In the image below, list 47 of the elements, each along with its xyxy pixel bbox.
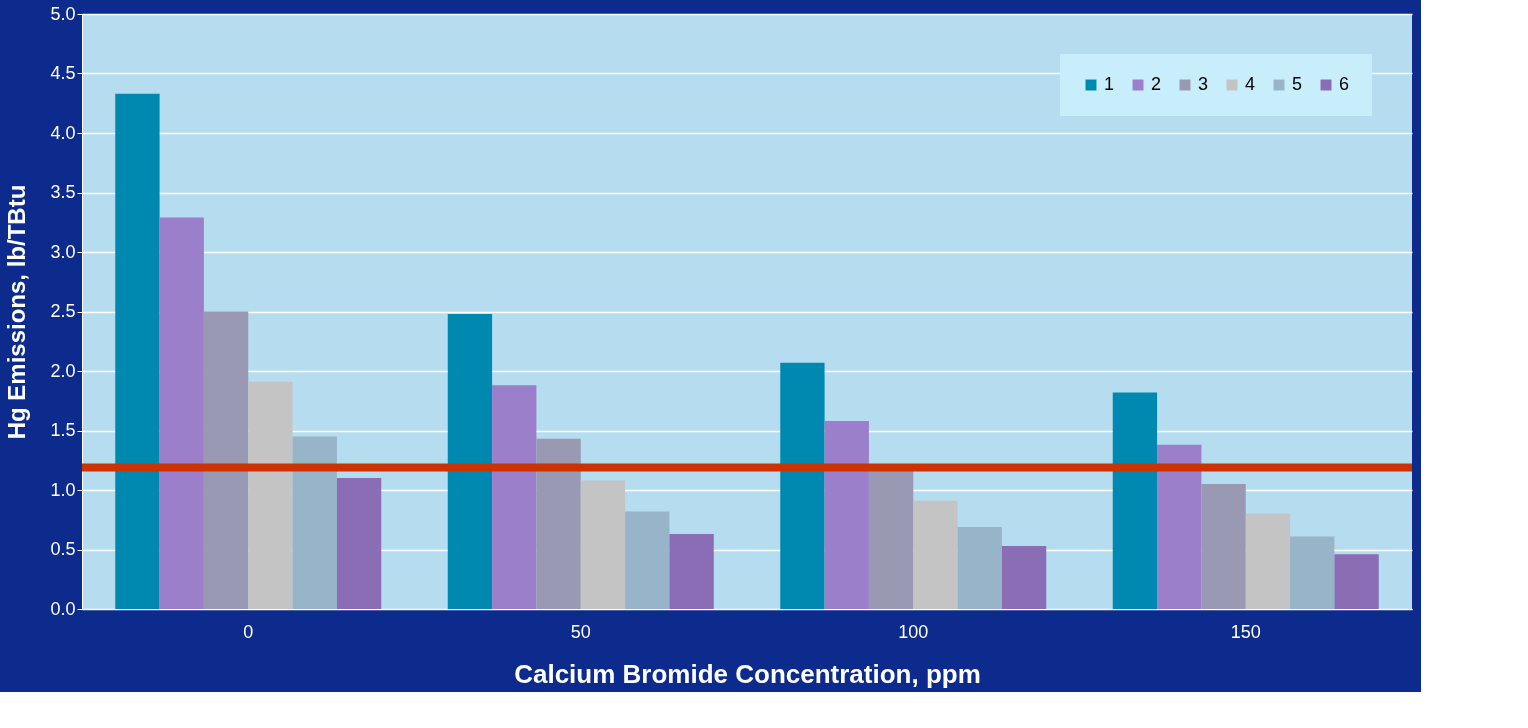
x-tick-label: 50	[570, 621, 591, 642]
bar	[868, 470, 914, 609]
legend-label: 6	[1339, 74, 1350, 94]
bar	[336, 478, 382, 609]
y-axis-title: Hg Emissions, lb/TBtu	[3, 184, 31, 440]
bar	[780, 362, 825, 609]
bar	[1201, 484, 1246, 609]
legend-label: 3	[1198, 74, 1209, 94]
bar	[492, 385, 537, 609]
y-tick-label: 1.0	[50, 479, 76, 500]
y-tick-label: 4.5	[50, 63, 76, 83]
bar	[248, 381, 293, 609]
legend-label: 5	[1292, 74, 1303, 94]
bar	[1157, 444, 1202, 609]
bar	[1290, 536, 1335, 609]
bar	[913, 500, 958, 609]
bar	[1001, 545, 1047, 609]
x-tick-label: 0	[243, 621, 254, 642]
bar	[580, 480, 626, 609]
bar	[824, 420, 869, 609]
y-tick-label: 0.5	[50, 539, 76, 559]
bar	[1334, 554, 1379, 609]
x-axis-title: Calcium Bromide Concentration, ppm	[514, 658, 981, 689]
bar	[1112, 392, 1158, 609]
y-tick-label: 3.0	[50, 241, 76, 262]
bar	[203, 311, 249, 609]
bar	[669, 534, 714, 609]
y-tick-label: 0.0	[50, 598, 76, 619]
bar	[115, 93, 160, 609]
y-tick-label: 4.0	[50, 122, 76, 143]
y-tick-label: 5.0	[50, 3, 76, 24]
x-tick-label: 100	[898, 621, 929, 642]
legend-label: 4	[1245, 74, 1256, 94]
bar	[625, 511, 670, 609]
bar	[159, 217, 204, 609]
y-tick-label: 2.0	[50, 360, 76, 381]
y-tick-label: 3.5	[50, 182, 76, 202]
y-tick-label: 1.5	[50, 420, 76, 440]
legend-label: 2	[1151, 74, 1162, 94]
bar	[447, 313, 493, 609]
bar	[957, 526, 1002, 609]
bar	[536, 438, 581, 609]
x-tick-label: 150	[1230, 621, 1261, 642]
y-tick-label: 2.5	[50, 301, 76, 321]
bar	[1245, 513, 1291, 609]
bar	[292, 436, 337, 609]
legend-label: 1	[1104, 74, 1115, 94]
